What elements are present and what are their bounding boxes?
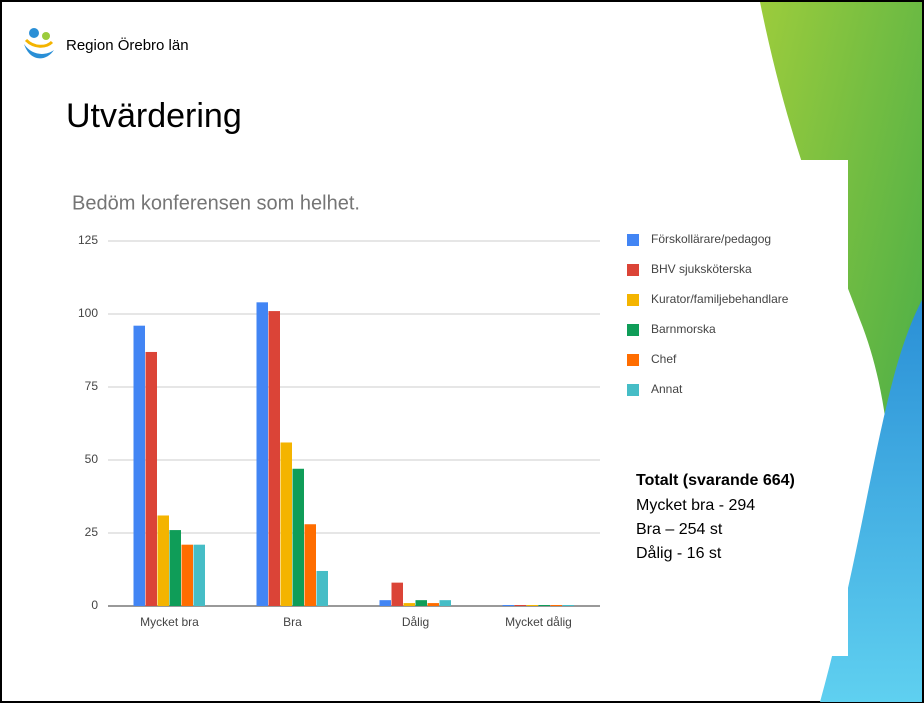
legend-swatch	[627, 354, 639, 366]
bar	[157, 515, 169, 606]
y-tick-label: 0	[91, 598, 98, 612]
bar	[379, 600, 391, 606]
bar	[292, 468, 304, 606]
note-heading: Totalt (svarande 664)	[636, 472, 795, 489]
bar	[538, 605, 550, 606]
x-tick-label: Mycket bra	[140, 615, 199, 629]
legend-label: Barnmorska	[651, 322, 716, 336]
legend-swatch	[627, 384, 639, 396]
bar	[268, 311, 280, 606]
legend-swatch	[627, 324, 639, 336]
y-tick-label: 75	[85, 379, 99, 393]
bar	[181, 544, 193, 606]
bar	[403, 603, 415, 606]
legend-swatch	[627, 294, 639, 306]
bar	[391, 582, 403, 606]
bar	[256, 302, 268, 606]
logo	[24, 28, 54, 59]
bar	[133, 325, 145, 606]
bar	[439, 600, 451, 606]
bar	[415, 600, 427, 606]
bar	[145, 351, 157, 606]
plot: 0 25 50 75 100 125 Mycket bra Bra Dålig Mycket då…	[78, 232, 789, 629]
chart-title: Bedöm konferensen som helhet.	[72, 192, 360, 214]
note-line: Bra – 254 st	[636, 521, 723, 538]
slide-title: Utvärdering	[66, 97, 242, 135]
x-tick-label: Dålig	[402, 615, 429, 629]
bar	[562, 605, 574, 606]
bar	[169, 530, 181, 606]
x-tick-label: Mycket dålig	[505, 615, 572, 629]
bar	[427, 603, 439, 606]
x-tick-label: Bra	[283, 615, 302, 629]
note-line: Mycket bra - 294	[636, 497, 755, 514]
y-tick-label: 25	[85, 525, 99, 539]
legend-label: Chef	[651, 352, 677, 366]
bar	[502, 605, 514, 606]
y-tick-label: 100	[78, 306, 98, 320]
bar	[316, 570, 328, 606]
legend-label: Kurator/familjebehandlare	[651, 292, 789, 306]
bar	[526, 605, 538, 606]
y-tick-label: 50	[85, 452, 99, 466]
legend-swatch	[627, 264, 639, 276]
logo-text: Region Örebro län	[66, 36, 189, 54]
bar	[304, 524, 316, 606]
legend-label: Förskollärare/pedagog	[651, 232, 771, 246]
legend-label: Annat	[651, 382, 683, 396]
bar	[550, 605, 562, 606]
note-line: Dålig - 16 st	[636, 544, 722, 562]
bar	[514, 605, 526, 606]
legend-label: BHV sjuksköterska	[651, 262, 752, 276]
legend-swatch	[627, 234, 639, 246]
bar	[193, 544, 205, 606]
decor-green	[760, 2, 922, 702]
bar	[280, 442, 292, 606]
y-tick-label: 125	[78, 233, 98, 247]
